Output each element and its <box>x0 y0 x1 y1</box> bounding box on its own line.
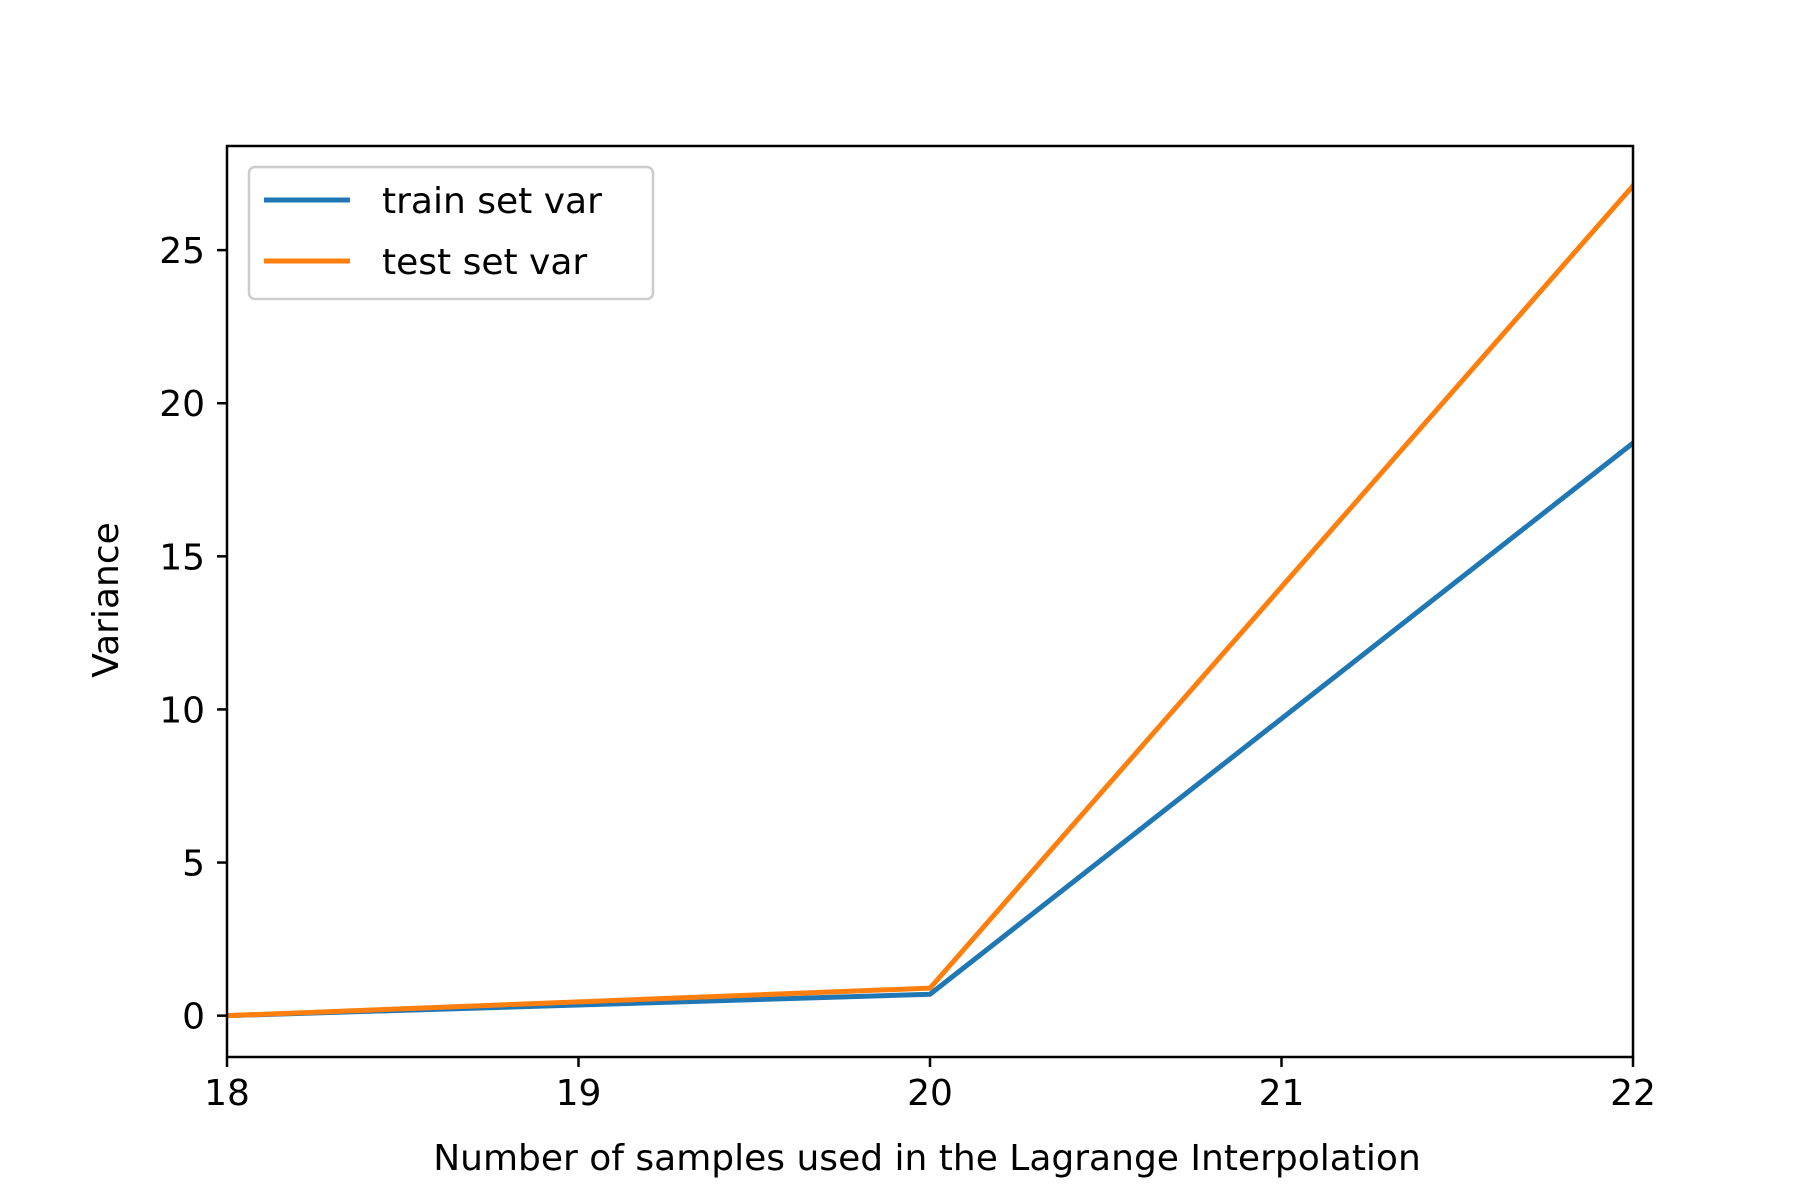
y-tick-label: 15 <box>159 537 205 578</box>
x-tick-label: 19 <box>556 1073 602 1114</box>
series-line-test-set-var <box>227 182 1633 1019</box>
y-tick-label: 10 <box>159 690 205 731</box>
axis-ticks: 18 19 20 21 22 0 5 10 15 20 25 <box>159 231 1656 1114</box>
y-tick-label: 5 <box>182 844 205 885</box>
x-tick-label: 22 <box>1610 1073 1656 1114</box>
x-tick-label: 20 <box>907 1073 953 1114</box>
y-tick-label: 25 <box>159 231 205 272</box>
series-group <box>227 182 1633 1019</box>
x-axis-label: Number of samples used in the Lagrange I… <box>433 1138 1421 1179</box>
x-tick-label: 21 <box>1259 1073 1305 1114</box>
y-tick-label: 20 <box>159 384 205 425</box>
legend-label-train-set-var: train set var <box>382 181 602 222</box>
legend: train set var test set var <box>247 165 655 301</box>
x-tick-label: 18 <box>204 1073 250 1114</box>
y-axis-label: Variance <box>86 522 127 678</box>
legend-label-test-set-var: test set var <box>382 242 587 283</box>
y-tick-label: 0 <box>182 997 205 1038</box>
